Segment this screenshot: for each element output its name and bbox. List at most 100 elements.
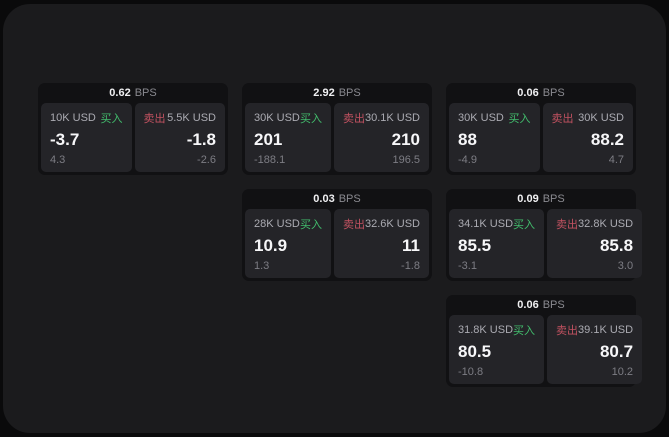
bps-unit-label: BPS — [542, 299, 565, 311]
buy-tile-header: 30K USD 买入 — [458, 110, 531, 126]
buy-change: -10.8 — [458, 366, 484, 378]
card-body: 10K USD 买入 -3.7 4.3 卖出 5.5K USD -1.8 -2.… — [41, 103, 225, 172]
buy-tile[interactable]: 10K USD 买入 -3.7 4.3 — [41, 103, 132, 172]
sell-change: -2.6 — [197, 154, 216, 166]
sell-amount: 5.5K USD — [167, 112, 216, 124]
sell-tile-header: 卖出 5.5K USD — [144, 110, 217, 126]
card-header: 0.03 BPS — [245, 189, 429, 209]
buy-amount: 30K USD — [254, 112, 300, 124]
sell-tile-header: 卖出 39.1K USD — [556, 322, 633, 338]
sell-price: 88.2 — [590, 129, 624, 149]
sell-price: -1.8 — [186, 129, 216, 149]
buy-tile[interactable]: 28K USD 买入 10.9 1.3 — [245, 209, 331, 278]
sell-amount: 32.6K USD — [364, 218, 420, 230]
quote-card: 0.06 BPS 30K USD 买入 88 -4.9 卖出 30K USD 8… — [446, 83, 636, 175]
buy-price: -3.7 — [50, 129, 80, 149]
bps-unit-label: BPS — [338, 193, 361, 205]
bps-value: 0.09 — [517, 193, 539, 205]
buy-change: 4.3 — [50, 154, 66, 166]
card-body: 30K USD 买入 88 -4.9 卖出 30K USD 88.2 4.7 — [449, 103, 633, 172]
buy-tile-header: 10K USD 买入 — [50, 110, 123, 126]
buy-tile-header: 30K USD 买入 — [254, 110, 322, 126]
sell-change: 3.0 — [617, 260, 634, 272]
sell-tile[interactable]: 卖出 5.5K USD -1.8 -2.6 — [134, 103, 225, 172]
buy-tile-header: 28K USD 买入 — [254, 216, 322, 232]
card-header: 0.09 BPS — [449, 189, 633, 209]
quote-card: 0.03 BPS 28K USD 买入 10.9 1.3 卖出 32.6K US… — [242, 189, 432, 281]
card-body: 31.8K USD 买入 80.5 -10.8 卖出 39.1K USD 80.… — [449, 315, 643, 384]
sell-change: 4.7 — [608, 154, 624, 166]
sell-change: -1.8 — [401, 260, 420, 272]
sell-tile-header: 卖出 32.8K USD — [556, 216, 633, 232]
sell-change: 196.5 — [392, 154, 420, 166]
sell-button[interactable]: 卖出 — [556, 325, 579, 337]
sell-tile[interactable]: 卖出 30.1K USD 210 196.5 — [333, 103, 429, 172]
bps-value: 0.06 — [517, 299, 539, 311]
buy-tile-header: 31.8K USD 买入 — [458, 322, 535, 338]
buy-button[interactable]: 买入 — [513, 219, 536, 231]
bps-unit-label: BPS — [542, 87, 565, 99]
sell-button[interactable]: 卖出 — [342, 113, 365, 125]
sell-amount: 32.8K USD — [578, 218, 634, 230]
bps-value: 0.62 — [109, 87, 131, 99]
card-body: 28K USD 买入 10.9 1.3 卖出 32.6K USD 11 -1.8 — [245, 209, 429, 278]
buy-change: 1.3 — [254, 260, 270, 272]
buy-amount: 30K USD — [458, 112, 504, 124]
card-body: 30K USD 买入 201 -188.1 卖出 30.1K USD 210 1… — [245, 103, 429, 172]
buy-amount: 34.1K USD — [458, 218, 514, 230]
buy-button[interactable]: 买入 — [513, 325, 536, 337]
buy-price: 201 — [254, 129, 283, 149]
buy-button[interactable]: 买入 — [299, 113, 322, 125]
sell-tile-header: 卖出 30.1K USD — [343, 110, 420, 126]
sell-tile[interactable]: 卖出 32.8K USD 85.8 3.0 — [547, 209, 643, 278]
trading-panel: 0.62 BPS 10K USD 买入 -3.7 4.3 卖出 5.5K USD… — [3, 4, 666, 433]
card-header: 2.92 BPS — [245, 83, 429, 103]
sell-tile[interactable]: 卖出 32.6K USD 11 -1.8 — [333, 209, 429, 278]
buy-price: 85.5 — [458, 235, 492, 255]
buy-amount: 31.8K USD — [458, 324, 514, 336]
card-header: 0.62 BPS — [41, 83, 225, 103]
sell-button[interactable]: 卖出 — [342, 219, 365, 231]
sell-amount: 30K USD — [578, 112, 624, 124]
quote-card: 0.09 BPS 34.1K USD 买入 85.5 -3.1 卖出 32.8K… — [446, 189, 643, 281]
bps-value: 0.06 — [517, 87, 539, 99]
buy-button[interactable]: 买入 — [508, 113, 531, 125]
buy-button[interactable]: 买入 — [100, 113, 123, 125]
cards-grid: 0.62 BPS 10K USD 买入 -3.7 4.3 卖出 5.5K USD… — [38, 83, 643, 387]
buy-change: -3.1 — [458, 260, 477, 272]
buy-tile[interactable]: 30K USD 买入 201 -188.1 — [245, 103, 331, 172]
sell-button[interactable]: 卖出 — [551, 113, 574, 125]
buy-button[interactable]: 买入 — [299, 219, 322, 231]
sell-button[interactable]: 卖出 — [556, 219, 579, 231]
card-header: 0.06 BPS — [449, 83, 633, 103]
buy-price: 88 — [458, 129, 477, 149]
sell-amount: 39.1K USD — [578, 324, 634, 336]
buy-price: 80.5 — [458, 341, 492, 361]
sell-tile-header: 卖出 30K USD — [552, 110, 625, 126]
buy-amount: 10K USD — [50, 112, 96, 124]
sell-amount: 30.1K USD — [364, 112, 420, 124]
quote-card: 2.92 BPS 30K USD 买入 201 -188.1 卖出 30.1K … — [242, 83, 432, 175]
sell-button[interactable]: 卖出 — [143, 113, 166, 125]
sell-price: 85.8 — [599, 235, 634, 255]
buy-price: 10.9 — [254, 235, 288, 255]
bps-unit-label: BPS — [134, 87, 157, 99]
sell-price: 210 — [391, 129, 420, 149]
card-body: 34.1K USD 买入 85.5 -3.1 卖出 32.8K USD 85.8… — [449, 209, 643, 278]
quote-card: 0.62 BPS 10K USD 买入 -3.7 4.3 卖出 5.5K USD… — [38, 83, 228, 175]
sell-tile[interactable]: 卖出 39.1K USD 80.7 10.2 — [547, 315, 643, 384]
quote-card: 0.06 BPS 31.8K USD 买入 80.5 -10.8 卖出 39.1… — [446, 295, 643, 387]
bps-value: 2.92 — [313, 87, 335, 99]
buy-change: -4.9 — [458, 154, 477, 166]
sell-tile[interactable]: 卖出 30K USD 88.2 4.7 — [542, 103, 633, 172]
buy-tile[interactable]: 34.1K USD 买入 85.5 -3.1 — [449, 209, 545, 278]
bps-unit-label: BPS — [338, 87, 361, 99]
buy-tile[interactable]: 31.8K USD 买入 80.5 -10.8 — [449, 315, 545, 384]
sell-tile-header: 卖出 32.6K USD — [343, 216, 420, 232]
sell-price: 11 — [402, 235, 420, 255]
buy-tile-header: 34.1K USD 买入 — [458, 216, 535, 232]
buy-amount: 28K USD — [254, 218, 300, 230]
bps-value: 0.03 — [313, 193, 335, 205]
buy-tile[interactable]: 30K USD 买入 88 -4.9 — [449, 103, 540, 172]
buy-change: -188.1 — [254, 154, 286, 166]
